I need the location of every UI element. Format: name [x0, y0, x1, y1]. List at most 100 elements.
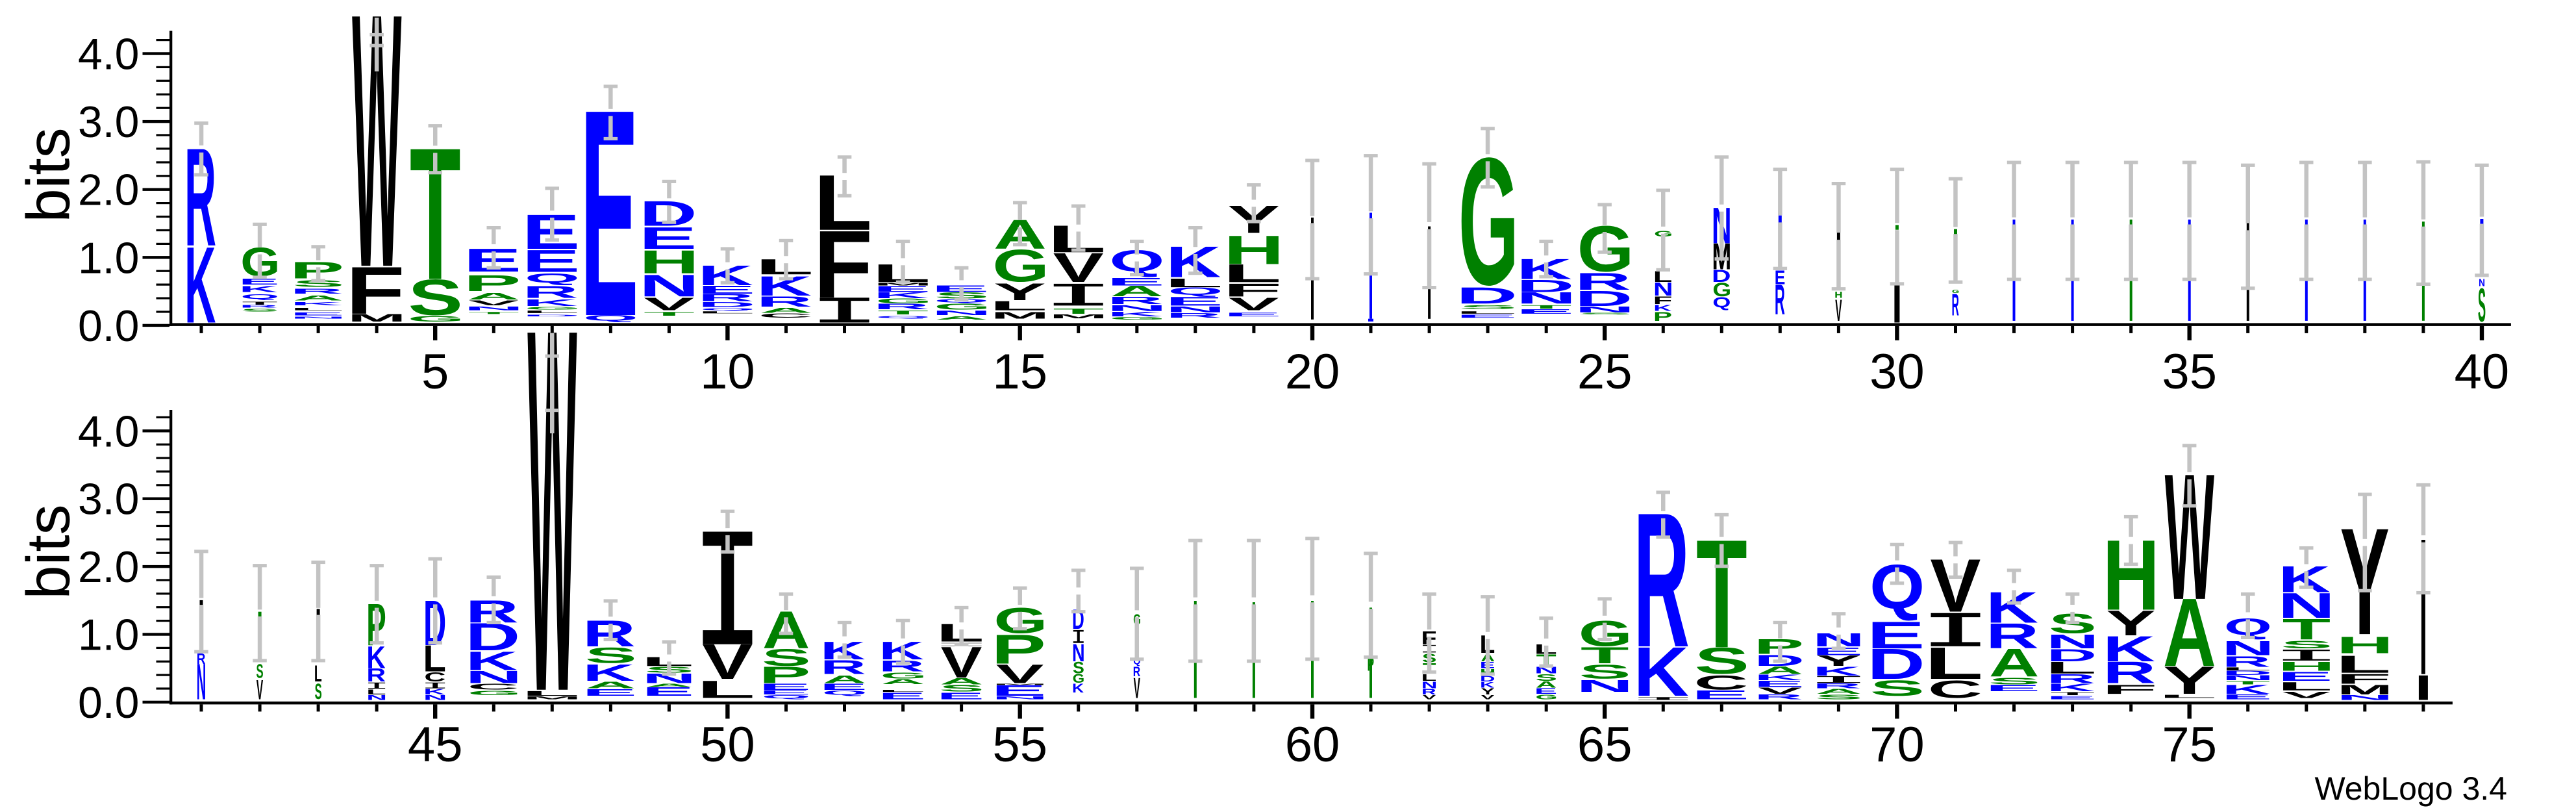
svg-text:R: R	[523, 283, 579, 301]
svg-text:N: N	[2479, 278, 2485, 289]
svg-text:A: A	[760, 306, 813, 314]
svg-text:L: L	[366, 688, 386, 696]
svg-text:0.0: 0.0	[78, 301, 140, 351]
svg-text:R: R	[239, 305, 278, 309]
svg-text:E: E	[1775, 266, 1786, 288]
svg-text:75: 75	[2162, 717, 2217, 772]
svg-text:20: 20	[1285, 344, 1340, 400]
svg-text:Q: Q	[1168, 285, 1223, 297]
svg-text:P: P	[1653, 309, 1672, 324]
svg-text:N: N	[2046, 631, 2099, 653]
svg-text:C: C	[758, 312, 813, 319]
svg-text:E: E	[819, 681, 867, 691]
svg-text:2.0: 2.0	[78, 542, 140, 592]
svg-text:D: D	[2222, 670, 2273, 676]
svg-text:S: S	[408, 270, 462, 326]
svg-text:N: N	[1072, 639, 1085, 666]
svg-text:D: D	[522, 314, 580, 317]
svg-text:P: P	[1367, 653, 1374, 676]
svg-text:K: K	[2222, 682, 2270, 696]
svg-text:A: A	[940, 676, 983, 686]
svg-text:T: T	[1053, 307, 1104, 316]
svg-text:K: K	[1755, 673, 1803, 681]
svg-text:V: V	[1423, 694, 1436, 700]
svg-text:T: T	[1581, 643, 1629, 668]
svg-text:E: E	[290, 312, 345, 316]
svg-text:T: T	[1521, 304, 1572, 310]
svg-text:D: D	[1867, 640, 1925, 688]
svg-text:bits: bits	[14, 504, 82, 599]
svg-text:K: K	[367, 641, 386, 675]
svg-text:H: H	[2103, 520, 2160, 631]
svg-text:E: E	[697, 283, 756, 296]
svg-text:Q: Q	[1712, 295, 1731, 311]
svg-text:E: E	[1107, 276, 1165, 288]
svg-text:N: N	[642, 670, 696, 686]
svg-text:S: S	[1695, 640, 1749, 681]
svg-text:K: K	[1480, 681, 1494, 689]
svg-text:V: V	[1930, 543, 1981, 628]
svg-text:Y: Y	[994, 278, 1045, 305]
svg-text:N: N	[1653, 279, 1673, 300]
svg-text:R: R	[366, 665, 386, 686]
svg-text:K: K	[1072, 681, 1084, 695]
svg-text:R: R	[1107, 295, 1163, 307]
svg-text:T: T	[2050, 692, 2094, 696]
svg-text:N: N	[1575, 305, 1635, 314]
svg-text:F: F	[1653, 294, 1673, 307]
svg-text:M: M	[1049, 314, 1108, 320]
svg-text:T: T	[468, 311, 519, 314]
svg-text:G: G	[1952, 289, 1960, 294]
svg-text:K: K	[1107, 311, 1162, 318]
svg-text:1.0: 1.0	[78, 611, 140, 660]
svg-text:R: R	[820, 657, 866, 679]
svg-text:P: P	[759, 661, 811, 688]
svg-text:R: R	[1133, 664, 1141, 679]
svg-text:E: E	[1455, 314, 1518, 319]
svg-text:K: K	[582, 659, 635, 686]
svg-text:F: F	[345, 253, 405, 329]
svg-text:G: G	[1073, 672, 1084, 685]
svg-text:5: 5	[421, 344, 449, 400]
svg-text:T: T	[2226, 680, 2270, 686]
svg-text:E: E	[642, 685, 694, 698]
svg-text:N: N	[197, 654, 206, 711]
svg-text:N: N	[423, 694, 447, 702]
svg-text:bits: bits	[14, 127, 82, 222]
svg-text:L: L	[423, 639, 446, 680]
svg-text:E: E	[759, 682, 811, 692]
svg-text:M: M	[2337, 682, 2393, 698]
svg-text:L: L	[814, 159, 872, 247]
svg-text:Y: Y	[2106, 603, 2155, 643]
svg-text:Y: Y	[1481, 687, 1494, 696]
svg-text:W: W	[527, 221, 577, 800]
svg-text:N: N	[366, 694, 387, 702]
svg-text:Y: Y	[1816, 653, 1861, 669]
svg-text:M: M	[991, 310, 1049, 321]
svg-text:Q: Q	[583, 314, 638, 322]
svg-text:V: V	[1835, 294, 1842, 327]
svg-text:35: 35	[2162, 344, 2217, 400]
svg-text:L: L	[521, 690, 580, 698]
svg-text:V: V	[1229, 294, 1279, 314]
svg-text:V: V	[996, 659, 1044, 689]
svg-text:D: D	[697, 300, 755, 309]
svg-text:C: C	[424, 669, 445, 684]
svg-text:Q: Q	[822, 689, 867, 696]
svg-text:K: K	[466, 646, 518, 676]
svg-text:S: S	[1536, 672, 1557, 683]
svg-text:S: S	[241, 309, 279, 312]
svg-text:A: A	[586, 679, 636, 691]
svg-text:L: L	[878, 689, 926, 692]
svg-text:N: N	[290, 316, 347, 320]
svg-text:E: E	[873, 285, 931, 294]
svg-text:V: V	[468, 299, 519, 307]
svg-text:10: 10	[700, 344, 755, 400]
svg-text:Q: Q	[525, 271, 580, 286]
svg-text:E: E	[1223, 312, 1282, 318]
svg-text:R: R	[1813, 682, 1862, 690]
svg-text:S: S	[1073, 659, 1084, 677]
svg-text:R: R	[1986, 616, 2039, 656]
svg-text:G: G	[468, 690, 521, 696]
svg-text:E: E	[1165, 294, 1223, 308]
